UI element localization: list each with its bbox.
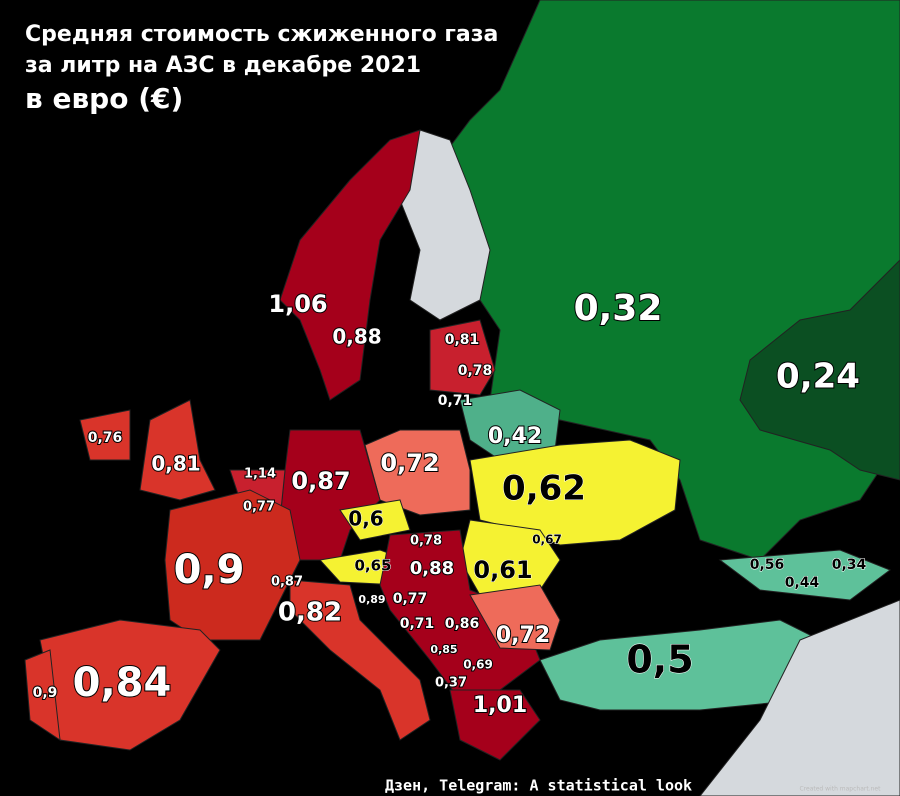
region-label: 0,32 — [574, 288, 663, 329]
region-label: 0,56 — [750, 557, 785, 573]
region — [399, 129, 491, 321]
region-label: 0,44 — [785, 575, 820, 591]
region-label: 0,87 — [291, 467, 350, 495]
region-label: 0,61 — [473, 556, 532, 584]
region-label: 0,81 — [445, 332, 480, 348]
region — [429, 319, 496, 396]
region — [39, 619, 221, 751]
region-label: 0,37 — [435, 676, 467, 691]
region — [339, 499, 411, 541]
region-label: 0,89 — [358, 593, 385, 606]
region-label: 0,9 — [174, 547, 245, 593]
regions — [24, 0, 900, 796]
region-label: 0,72 — [496, 623, 550, 648]
region — [469, 584, 561, 651]
region — [139, 399, 216, 501]
region-label: 0,82 — [278, 598, 342, 628]
region-label: 0,24 — [776, 357, 860, 397]
region-label: 0,77 — [243, 500, 275, 515]
region-label: 0,9 — [33, 685, 58, 701]
region-label: 0,71 — [400, 616, 435, 632]
region-label: 0,85 — [430, 643, 457, 656]
region-label: 0,62 — [502, 469, 586, 509]
region-label: 0,67 — [532, 533, 562, 547]
region-label: 0,81 — [151, 452, 200, 476]
labels: 1,060,88 0,810,780,710,420,320,240,760,81… — [32, 287, 867, 719]
region-label: 0,72 — [380, 449, 439, 477]
region-label: 0,84 — [73, 660, 172, 706]
region — [164, 489, 301, 641]
region-label: 0,78 — [458, 363, 493, 379]
region-label: 0,76 — [88, 430, 123, 446]
title-line: за литр на АЗС в декабре 2021 — [25, 53, 421, 78]
source: Дзен, Telegram: A statistical look — [385, 777, 692, 795]
region — [279, 129, 421, 401]
region-label: 0,5 — [626, 638, 693, 682]
region — [79, 409, 131, 461]
region-label: 0,88 — [332, 325, 381, 349]
region-label: 0,6 — [348, 507, 383, 531]
region-label: 1,14 — [244, 467, 276, 482]
region-label: 0,87 — [271, 575, 303, 590]
credit: Created with mapchart.net — [800, 786, 882, 793]
region — [24, 649, 61, 742]
region-label: 0,69 — [463, 658, 493, 672]
region-label: 0,78 — [410, 534, 442, 549]
region — [718, 549, 892, 601]
title-line: Средняя стоимость сжиженного газа — [25, 22, 498, 47]
region-label: 0,77 — [393, 591, 428, 607]
region-label: 0,71 — [438, 393, 473, 409]
region — [699, 599, 900, 796]
region — [449, 689, 541, 761]
region-label: 0,34 — [832, 557, 867, 573]
region-label: 0,65 — [354, 557, 391, 575]
region-label: 0,88 — [410, 558, 454, 579]
region — [739, 259, 900, 481]
region — [289, 579, 431, 741]
region-label: 0,42 — [488, 424, 542, 449]
region-label: 0,86 — [445, 616, 480, 632]
title-line: в евро (€) — [25, 82, 183, 115]
region-label: 1,01 — [473, 693, 527, 718]
region-label: 1,06 — [268, 290, 327, 318]
